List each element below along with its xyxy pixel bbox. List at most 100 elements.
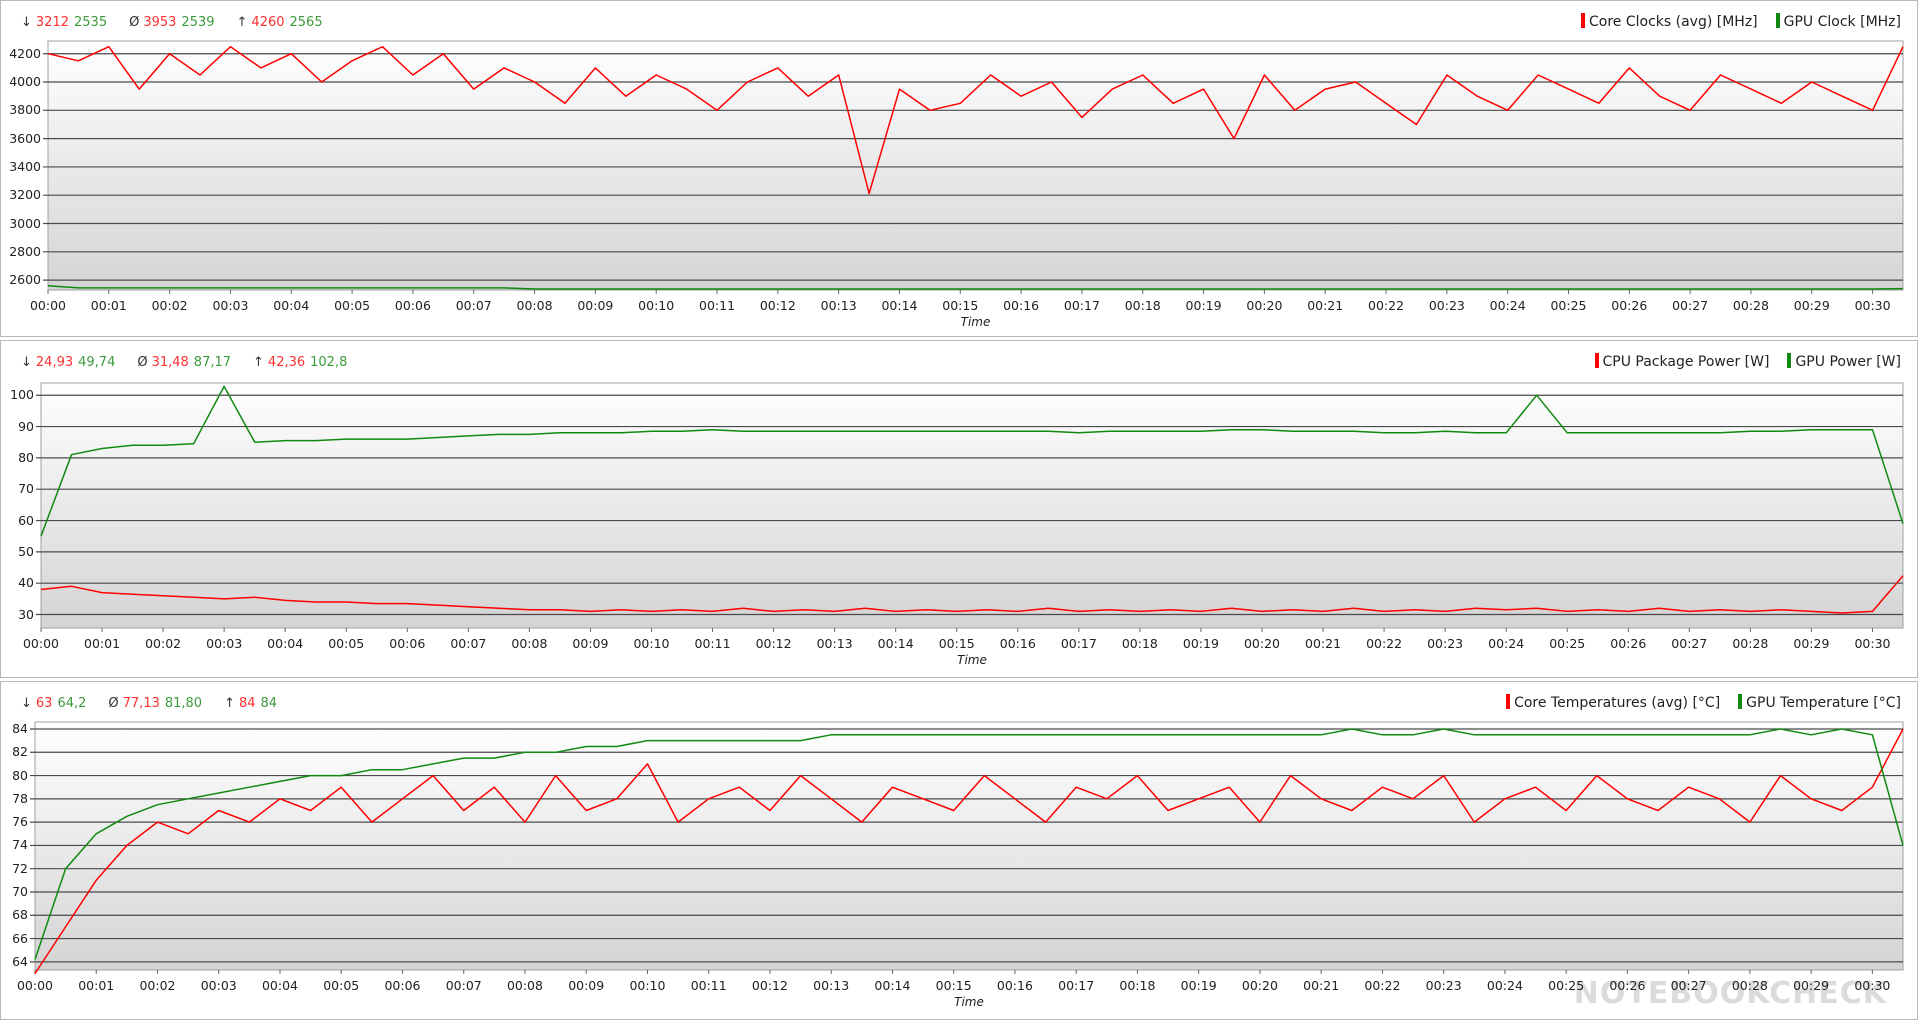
x-tick-label: 00:12 (751, 978, 788, 993)
stat-max-series-2: 102,8 (310, 355, 348, 370)
stat-avg-series-2: 2539 (181, 15, 215, 30)
legend: Core Clocks (avg) [MHz] GPU Clock [MHz] (1563, 13, 1901, 30)
y-tick-label: 3400 (9, 158, 41, 174)
stat-min-symbol: ↓ (21, 355, 32, 370)
x-tick-label: 00:27 (1671, 636, 1708, 651)
x-tick-label: 00:04 (261, 978, 298, 993)
stat-min-series-1: 3212 (35, 15, 69, 30)
x-tick-label: 00:04 (273, 298, 310, 313)
y-tick-label: 40 (18, 575, 34, 591)
x-tick-label: 00:22 (1368, 298, 1405, 313)
x-tick-label: 00:23 (1427, 636, 1464, 651)
stat-avg: Ø 31,48 87,17 (137, 355, 231, 370)
stat-avg-symbol: Ø (137, 355, 148, 370)
x-tick-label: 00:24 (1489, 298, 1526, 313)
stat-max-symbol: ↑ (236, 15, 248, 30)
x-tick-label: 00:28 (1732, 636, 1769, 651)
x-tick-label: 00:09 (577, 298, 614, 313)
x-tick-label: 00:13 (813, 978, 850, 993)
x-tick-label: 00:21 (1303, 978, 1340, 993)
stat-avg: Ø 3953 2539 (129, 15, 214, 30)
legend-item[interactable]: Core Temperatures (avg) [°C] (1506, 694, 1720, 711)
x-tick-label: 00:25 (1550, 298, 1587, 313)
x-axis-label: Time (960, 315, 991, 329)
x-tick-label: 00:07 (455, 298, 492, 313)
legend-item[interactable]: Core Clocks (avg) [MHz] (1581, 13, 1758, 30)
x-tick-label: 00:06 (384, 978, 421, 993)
stat-min-symbol: ↓ (21, 696, 32, 711)
x-tick-label: 00:00 (29, 298, 67, 313)
x-tick-label: 00:16 (1003, 298, 1040, 313)
legend-label: GPU Clock [MHz] (1783, 14, 1901, 30)
legend-item[interactable]: GPU Power [W] (1787, 353, 1901, 370)
x-tick-label: 00:19 (1185, 298, 1222, 313)
x-tick-label: 00:06 (389, 636, 426, 651)
y-tick-label: 2800 (9, 243, 41, 259)
legend-item[interactable]: GPU Clock [MHz] (1775, 13, 1901, 30)
y-tick-label: 80 (12, 767, 28, 783)
x-tick-label: 00:05 (328, 636, 365, 651)
x-tick-label: 00:30 (1854, 978, 1891, 993)
y-tick-label: 76 (12, 814, 28, 830)
x-tick-label: 00:12 (755, 636, 792, 651)
series-line-red (34, 728, 1904, 974)
y-tick-label: 70 (12, 883, 28, 899)
temperature-chart-panel: NOTEBOOKCHECK ↓ 63 64,2 Ø 77,13 81,80 ↑ 84 84 Cor… (0, 681, 1918, 1020)
x-tick-label: 00:01 (90, 298, 127, 313)
stat-min-series-2: 64,2 (57, 696, 87, 711)
x-axis-label: Time (954, 995, 984, 1009)
stat-avg: Ø 77,13 81,80 (108, 696, 202, 711)
x-tick-label: 00:17 (1063, 298, 1100, 313)
x-tick-label: 00:02 (145, 636, 182, 651)
legend-swatch (1506, 694, 1511, 709)
stats-summary: ↓ 24,93 49,74 Ø 31,48 87,17 ↑ 42,36 102,8 (21, 355, 369, 370)
stat-avg-symbol: Ø (108, 696, 119, 711)
x-tick-label: 00:26 (1610, 636, 1647, 651)
x-tick-label: 00:03 (200, 978, 237, 993)
y-tick-label: 4200 (9, 45, 41, 61)
stat-min: ↓ 24,93 49,74 (21, 355, 115, 370)
x-tick-label: 00:05 (323, 978, 360, 993)
y-tick-label: 78 (12, 790, 28, 806)
stat-avg-series-2: 87,17 (193, 355, 232, 370)
legend: CPU Package Power [W] GPU Power [W] (1577, 353, 1901, 370)
stat-avg-series-1: 77,13 (122, 696, 160, 711)
x-tick-label: 00:09 (572, 636, 609, 651)
x-tick-label: 00:10 (629, 978, 666, 993)
x-tick-label: 00:24 (1486, 978, 1523, 993)
y-tick-label: 100 (10, 387, 34, 403)
stat-max: ↑ 84 84 (224, 696, 277, 711)
y-tick-label: 64 (12, 953, 28, 969)
legend-item[interactable]: CPU Package Power [W] (1594, 353, 1769, 370)
y-tick-label: 60 (18, 512, 34, 528)
y-tick-label: 50 (18, 543, 34, 559)
x-tick-label: 00:25 (1549, 636, 1586, 651)
legend-label: Core Clocks (avg) [MHz] (1589, 14, 1758, 30)
x-tick-label: 00:07 (450, 636, 487, 651)
line-chart (36, 382, 1904, 632)
series-line-red (40, 575, 1904, 614)
legend-label: GPU Temperature [°C] (1746, 695, 1901, 711)
series-line-red (47, 45, 1904, 195)
x-tick-label: 00:29 (1793, 978, 1830, 993)
y-tick-label: 68 (12, 907, 28, 923)
x-tick-label: 00:17 (1058, 978, 1095, 993)
clock-chart-panel: ↓ 3212 2535 Ø 3953 2539 ↑ 4260 2565 Core Clocks (… (0, 0, 1918, 337)
x-tick-label: 00:18 (1124, 298, 1161, 313)
series-line-green (34, 728, 1904, 960)
x-tick-label: 00:19 (1182, 636, 1219, 651)
x-tick-label: 00:14 (874, 978, 911, 993)
x-tick-label: 00:05 (334, 298, 371, 313)
x-tick-label: 00:08 (506, 978, 543, 993)
legend: Core Temperatures (avg) [°C] GPU Temperat… (1488, 694, 1901, 711)
x-tick-label: 00:11 (690, 978, 727, 993)
x-tick-label: 00:00 (16, 978, 54, 993)
x-tick-label: 00:15 (942, 298, 979, 313)
legend-item[interactable]: GPU Temperature [°C] (1738, 694, 1901, 711)
x-tick-label: 00:23 (1425, 978, 1462, 993)
x-tick-label: 00:14 (877, 636, 914, 651)
stat-max-series-2: 2565 (289, 15, 323, 30)
y-tick-label: 72 (12, 860, 28, 876)
x-tick-label: 00:26 (1611, 298, 1648, 313)
x-tick-label: 00:13 (820, 298, 857, 313)
